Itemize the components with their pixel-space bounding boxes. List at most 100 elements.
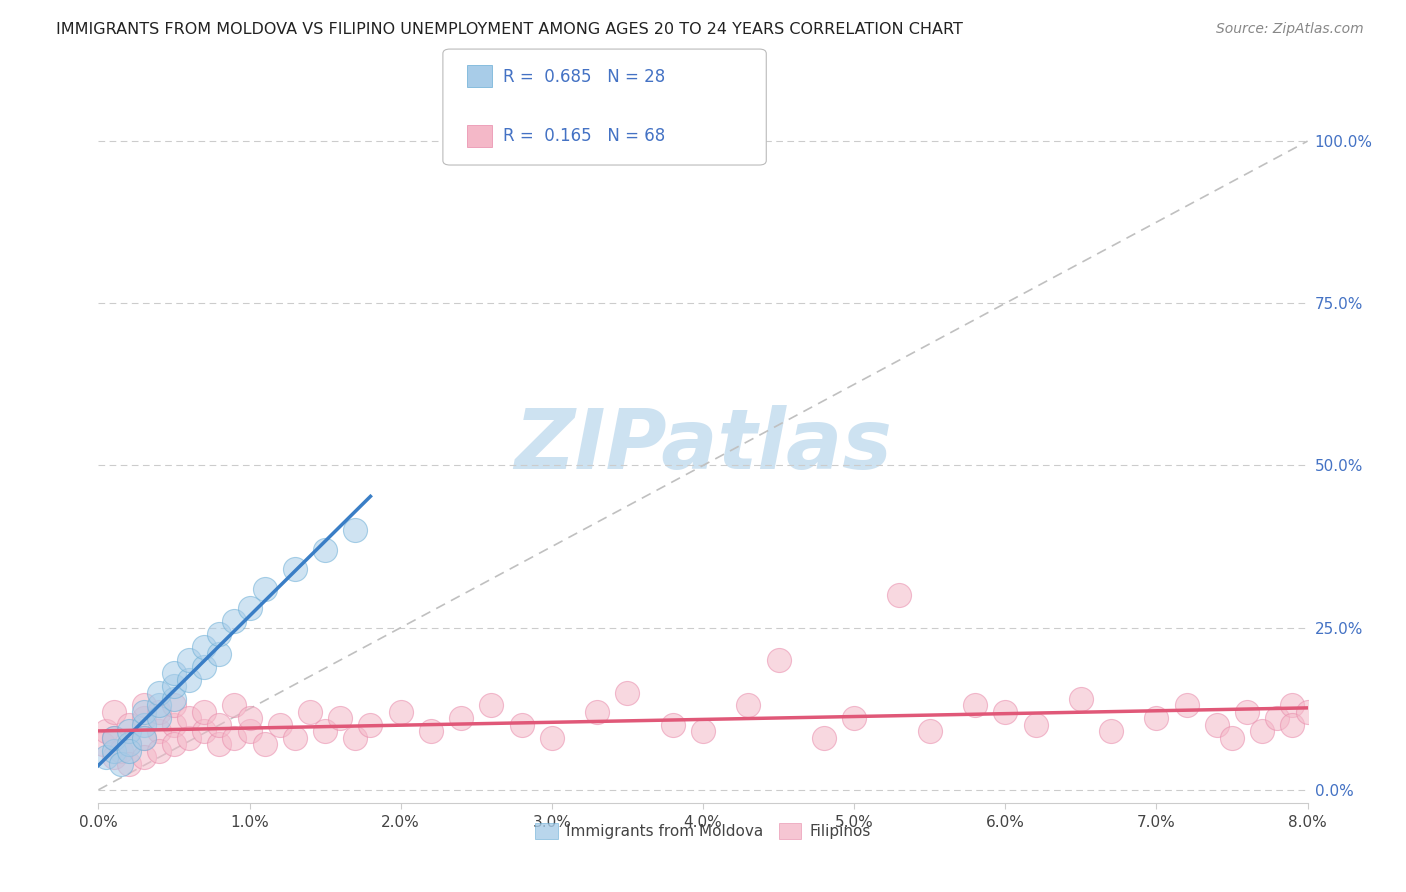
- Point: [1025, 718, 1047, 732]
- Point: [239, 711, 262, 725]
- Point: [1070, 692, 1092, 706]
- Point: [163, 718, 186, 732]
- Point: [118, 724, 141, 739]
- Point: [314, 724, 336, 739]
- Point: [737, 698, 759, 713]
- Point: [540, 731, 562, 745]
- Point: [692, 724, 714, 739]
- Point: [918, 724, 941, 739]
- Point: [1296, 705, 1319, 719]
- Point: [110, 756, 132, 771]
- Text: R =  0.685   N = 28: R = 0.685 N = 28: [503, 68, 665, 86]
- Point: [193, 724, 215, 739]
- Text: IMMIGRANTS FROM MOLDOVA VS FILIPINO UNEMPLOYMENT AMONG AGES 20 TO 24 YEARS CORRE: IMMIGRANTS FROM MOLDOVA VS FILIPINO UNEM…: [56, 22, 963, 37]
- Point: [329, 711, 352, 725]
- Point: [148, 711, 170, 725]
- Point: [889, 588, 911, 602]
- Point: [91, 738, 114, 752]
- Point: [193, 659, 215, 673]
- Point: [510, 718, 533, 732]
- Point: [148, 744, 170, 758]
- Point: [994, 705, 1017, 719]
- Point: [103, 744, 125, 758]
- Point: [420, 724, 443, 739]
- Point: [239, 724, 262, 739]
- Point: [661, 718, 683, 732]
- Point: [344, 731, 367, 745]
- Point: [616, 685, 638, 699]
- Point: [965, 698, 987, 713]
- Point: [586, 705, 609, 719]
- Point: [132, 731, 155, 745]
- Point: [148, 698, 170, 713]
- Point: [132, 731, 155, 745]
- Text: R =  0.165   N = 68: R = 0.165 N = 68: [503, 128, 665, 145]
- Point: [253, 582, 276, 596]
- Point: [253, 738, 276, 752]
- Point: [360, 718, 382, 732]
- Point: [163, 698, 186, 713]
- Point: [103, 750, 125, 764]
- Point: [163, 666, 186, 681]
- Point: [193, 640, 215, 654]
- Point: [344, 524, 367, 538]
- Text: ZIPatlas: ZIPatlas: [515, 406, 891, 486]
- Point: [163, 679, 186, 693]
- Point: [269, 718, 291, 732]
- Point: [1175, 698, 1198, 713]
- Point: [1206, 718, 1229, 732]
- Point: [481, 698, 503, 713]
- Point: [224, 698, 246, 713]
- Point: [132, 718, 155, 732]
- Point: [118, 738, 141, 752]
- Point: [208, 627, 231, 641]
- Point: [118, 718, 141, 732]
- Point: [132, 698, 155, 713]
- Point: [844, 711, 866, 725]
- Point: [299, 705, 322, 719]
- Point: [179, 731, 201, 745]
- Point: [1236, 705, 1258, 719]
- Point: [94, 750, 117, 764]
- Point: [1281, 718, 1303, 732]
- Point: [179, 711, 201, 725]
- Point: [1251, 724, 1274, 739]
- Point: [208, 718, 231, 732]
- Point: [132, 750, 155, 764]
- Point: [314, 542, 336, 557]
- Point: [118, 744, 141, 758]
- Point: [208, 738, 231, 752]
- Text: Source: ZipAtlas.com: Source: ZipAtlas.com: [1216, 22, 1364, 37]
- Point: [284, 731, 307, 745]
- Legend: Immigrants from Moldova, Filipinos: Immigrants from Moldova, Filipinos: [530, 817, 876, 845]
- Point: [103, 731, 125, 745]
- Point: [94, 724, 117, 739]
- Point: [163, 692, 186, 706]
- Point: [148, 705, 170, 719]
- Point: [768, 653, 790, 667]
- Point: [208, 647, 231, 661]
- Point: [1099, 724, 1122, 739]
- Point: [163, 738, 186, 752]
- Point: [239, 601, 262, 615]
- Point: [1220, 731, 1243, 745]
- Point: [224, 731, 246, 745]
- Point: [224, 614, 246, 628]
- Point: [118, 738, 141, 752]
- Point: [148, 724, 170, 739]
- Point: [813, 731, 835, 745]
- Point: [389, 705, 412, 719]
- Point: [103, 705, 125, 719]
- Point: [132, 705, 155, 719]
- Point: [110, 744, 132, 758]
- Point: [450, 711, 472, 725]
- Point: [193, 705, 215, 719]
- Point: [148, 685, 170, 699]
- Point: [118, 756, 141, 771]
- Point: [132, 711, 155, 725]
- Point: [179, 673, 201, 687]
- Point: [1146, 711, 1168, 725]
- Point: [179, 653, 201, 667]
- Point: [1281, 698, 1303, 713]
- Point: [284, 562, 307, 576]
